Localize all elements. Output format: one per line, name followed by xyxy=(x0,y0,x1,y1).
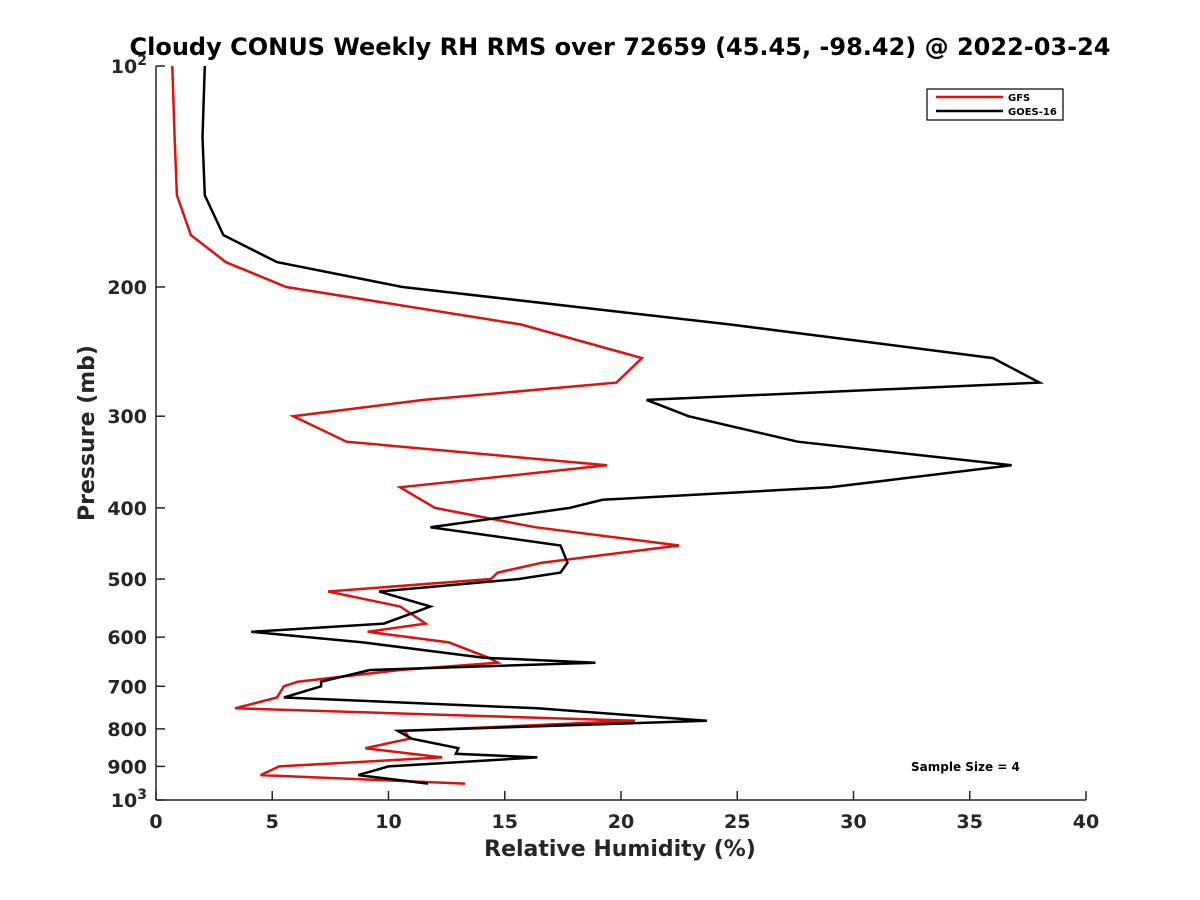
x-tick-label: 0 xyxy=(149,811,162,833)
series-line-goes16 xyxy=(201,65,1045,785)
y-tick-label: 600 xyxy=(107,627,147,649)
y-axis-label: Pressure (mb) xyxy=(75,345,100,521)
y-tick-label: 102 xyxy=(111,53,147,78)
y-tick-group: 102 200 300 400 500 600 700 800 900 103 xyxy=(107,53,165,812)
x-tick-label: 30 xyxy=(840,811,866,833)
chart-title: Cloudy CONUS Weekly RH RMS over 72659 (4… xyxy=(130,33,1111,61)
x-tick-label: 25 xyxy=(724,811,750,833)
sample-size-annotation: Sample Size = 4 xyxy=(911,760,1020,774)
x-tick-label: 15 xyxy=(492,811,518,833)
x-tick-label: 35 xyxy=(957,811,983,833)
x-tick-label: 5 xyxy=(266,811,279,833)
series-layer xyxy=(171,65,1045,785)
y-tick-label: 800 xyxy=(107,719,147,741)
x-tick-label: 10 xyxy=(375,811,401,833)
legend-label-gfs: GFS xyxy=(1008,93,1030,104)
legend-box xyxy=(926,88,1064,121)
y-tick-label: 200 xyxy=(107,277,147,299)
legend: GFS GOES-16 xyxy=(926,88,1064,121)
y-tick-label: 500 xyxy=(107,569,147,591)
y-tick-label: 103 xyxy=(111,787,147,812)
y-tick-label: 400 xyxy=(107,498,147,520)
y-tick-label: 900 xyxy=(107,756,147,778)
x-tick-label: 40 xyxy=(1073,811,1099,833)
x-tick-label: 20 xyxy=(608,811,634,833)
legend-label-goes16: GOES-16 xyxy=(1008,107,1057,118)
y-tick-label: 700 xyxy=(107,676,147,698)
y-tick-label: 300 xyxy=(107,406,147,428)
x-tick-group: 0 5 10 15 20 25 30 35 40 xyxy=(149,791,1099,833)
x-axis-label: Relative Humidity (%) xyxy=(484,837,756,862)
